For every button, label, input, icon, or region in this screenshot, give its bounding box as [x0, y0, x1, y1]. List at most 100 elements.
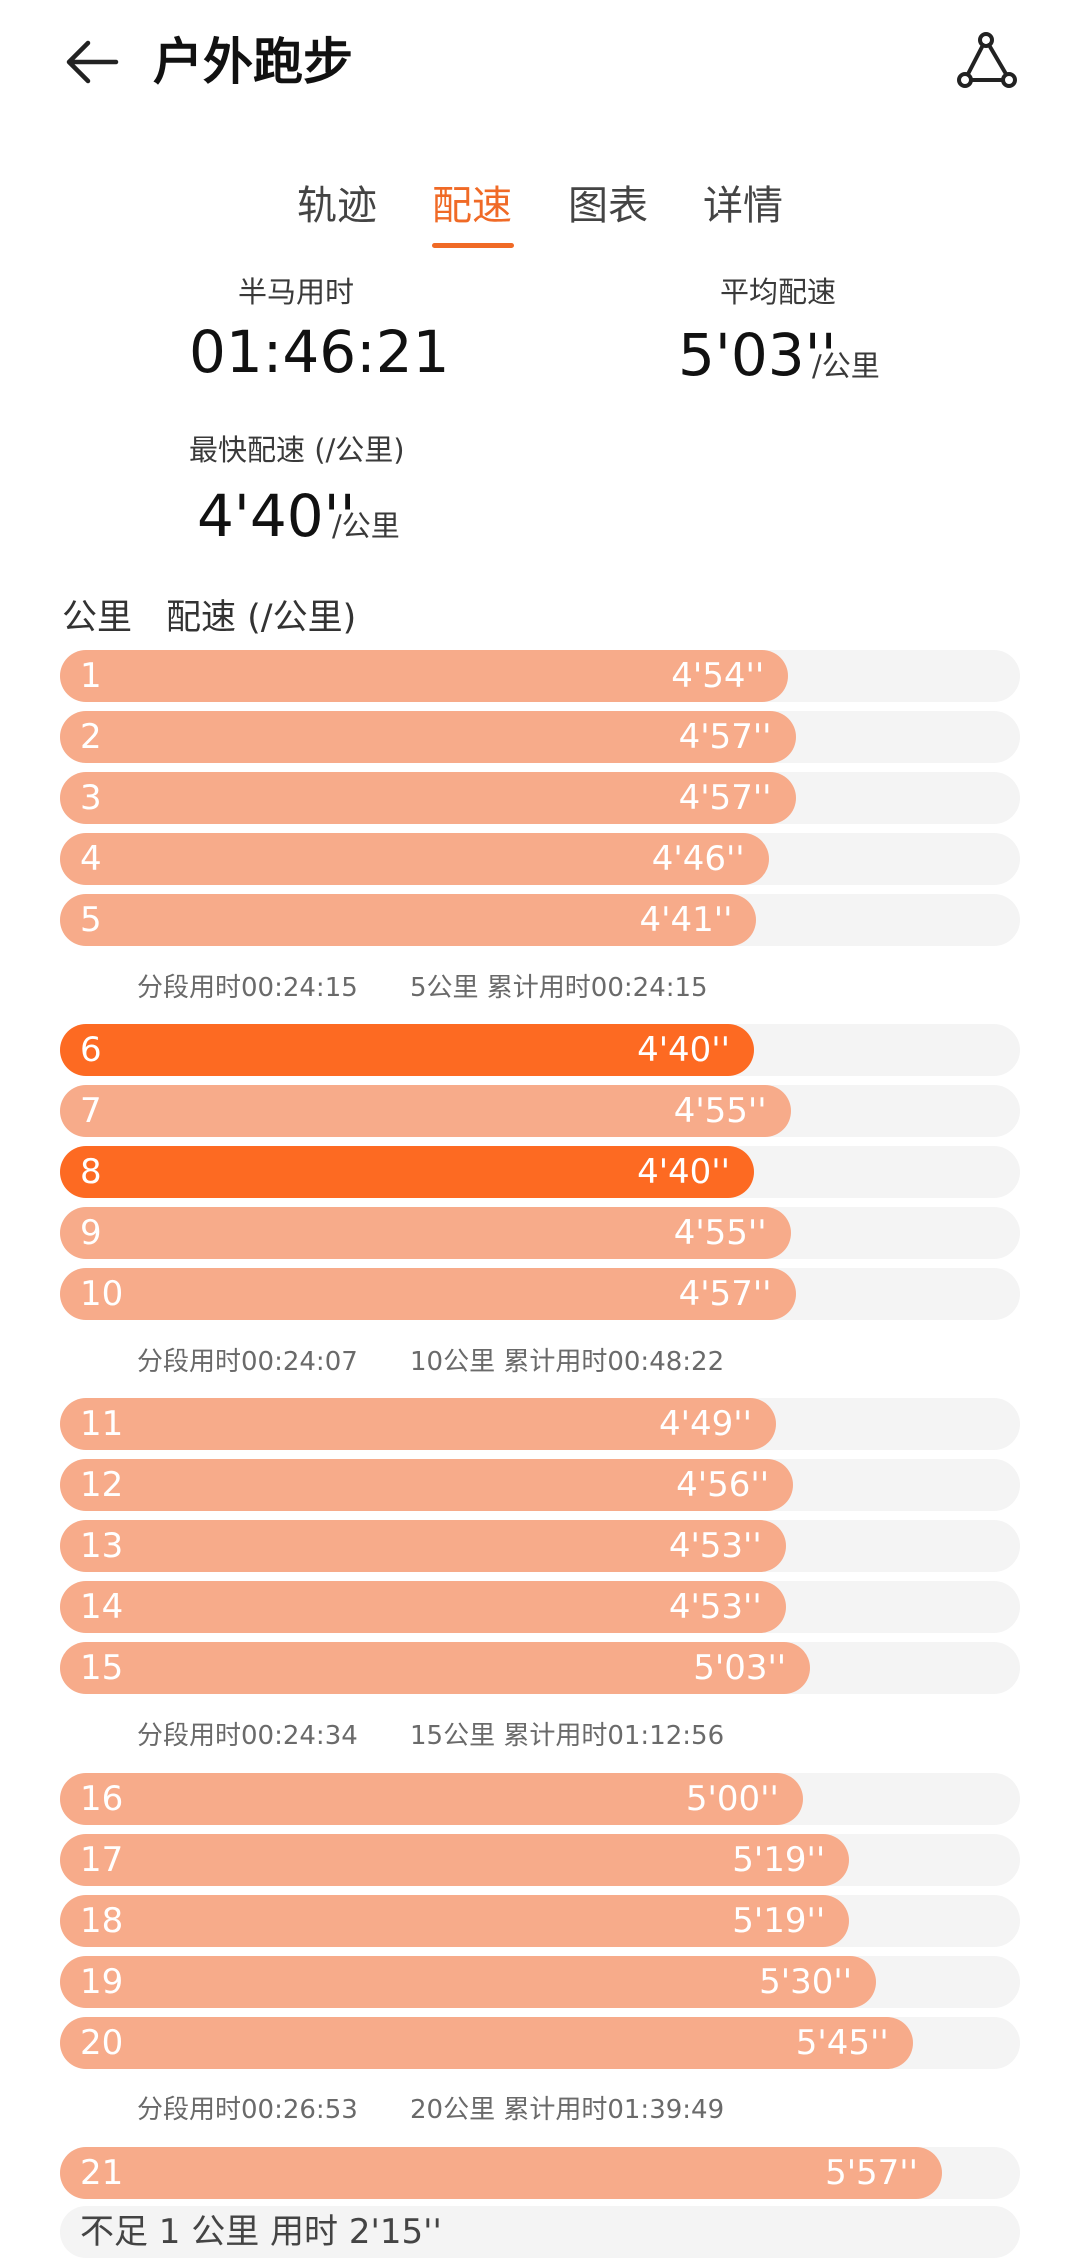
split-bar-fastest: [60, 1146, 754, 1198]
split-km: 16: [80, 1779, 124, 1819]
split-bar: [60, 711, 796, 763]
split-bar: [60, 1956, 877, 2008]
half-marathon-value: 01:46:21: [189, 318, 450, 386]
split-km: 10: [80, 1274, 124, 1314]
split-pace: 4'41'': [639, 900, 733, 940]
tab-details[interactable]: 详情: [703, 183, 783, 229]
split-bar: [60, 1459, 794, 1511]
split-bar: [60, 1642, 811, 1694]
segment-time: 分段用时00:24:34: [137, 1721, 358, 1751]
split-pace: 4'40'': [637, 1152, 730, 1192]
split-pace: 4'57'': [678, 717, 772, 757]
split-pace: 4'53'': [668, 1587, 762, 1627]
split-row: 13 4'53'': [60, 1520, 1020, 1572]
split-row: 20 5'45'': [60, 2017, 1020, 2069]
split-summary: 分段用时00:24:15 5公里 累计用时00:24:15: [137, 972, 708, 1004]
split-row: 14 4'53'': [60, 1581, 1020, 1633]
split-pace: 5'45'': [795, 2023, 889, 2063]
split-pace: 5'00'': [685, 1779, 779, 1819]
segment-time: 分段用时00:24:07: [137, 1347, 358, 1377]
split-row: 10 4'57'': [60, 1268, 1020, 1320]
split-row: 3 4'57'': [60, 772, 1020, 824]
split-pace: 5'19'': [732, 1901, 826, 1941]
split-pace: 4'54'': [671, 656, 765, 696]
split-km: 13: [80, 1526, 124, 1566]
split-km: 7: [80, 1091, 102, 1131]
split-bar-fastest: [60, 1024, 754, 1076]
split-pace: 4'55'': [673, 1091, 767, 1131]
split-bar: [60, 894, 757, 946]
tab-pace[interactable]: 配速: [432, 183, 512, 229]
remainder-text: 不足 1 公里 用时 2'15'': [80, 2212, 442, 2252]
km-column-header: 公里: [62, 598, 133, 638]
top-bar: 户外跑步: [0, 0, 1078, 130]
split-row: 5 4'41'': [60, 894, 1020, 946]
average-pace-value: 5'03'': [678, 321, 837, 389]
split-row: 4 4'46'': [60, 833, 1020, 885]
split-bar: [60, 1834, 850, 1886]
arrow-left-icon: [66, 40, 119, 84]
split-row: 8 4'40'': [60, 1146, 1020, 1198]
split-pace: 4'57'': [678, 1274, 772, 1314]
split-row: 19 5'30'': [60, 1956, 1020, 2008]
split-pace: 5'03'': [693, 1648, 787, 1688]
average-pace-label: 平均配速: [720, 275, 837, 309]
segment-time: 分段用时00:24:15: [137, 973, 358, 1003]
split-bar: [60, 1895, 850, 1947]
pace-column-header: 配速 (/公里): [166, 598, 357, 638]
split-row: 16 5'00'': [60, 1773, 1020, 1825]
split-row: 15 5'03'': [60, 1642, 1020, 1694]
split-pace: 4'57'': [678, 778, 772, 818]
split-km: 17: [80, 1840, 124, 1880]
split-km: 21: [80, 2153, 124, 2193]
split-km: 6: [80, 1030, 102, 1070]
tab-track[interactable]: 轨迹: [297, 183, 377, 229]
split-km: 1: [80, 656, 102, 696]
split-km: 4: [80, 839, 102, 879]
split-km: 18: [80, 1901, 124, 1941]
split-row: 11 4'49'': [60, 1398, 1020, 1450]
split-km: 2: [80, 717, 102, 757]
split-summary: 分段用时00:26:53 20公里 累计用时01:39:49: [137, 2094, 724, 2126]
remainder-row: 不足 1 公里 用时 2'15'': [60, 2206, 1020, 2258]
split-km: 5: [80, 900, 102, 940]
cumulative-time: 20公里 累计用时01:39:49: [410, 2095, 725, 2125]
split-row: 2 4'57'': [60, 711, 1020, 763]
route-share-icon: [957, 32, 1017, 88]
split-km: 9: [80, 1213, 102, 1253]
split-summary: 分段用时00:24:34 15公里 累计用时01:12:56: [137, 1720, 724, 1752]
split-km: 14: [80, 1587, 124, 1627]
split-bar: [60, 1773, 803, 1825]
fastest-pace-label: 最快配速 (/公里): [189, 433, 405, 467]
split-pace: 5'57'': [825, 2153, 918, 2193]
split-bar: [60, 1207, 791, 1259]
split-bar: [60, 1398, 776, 1450]
tab-chart[interactable]: 图表: [568, 183, 648, 229]
cumulative-time: 10公里 累计用时00:48:22: [410, 1347, 725, 1377]
split-pace: 4'40'': [637, 1030, 730, 1070]
page-title: 户外跑步: [153, 33, 353, 91]
split-km: 15: [80, 1648, 124, 1688]
split-pace: 4'53'': [668, 1526, 762, 1566]
split-row: 12 4'56'': [60, 1459, 1020, 1511]
split-km: 3: [80, 778, 102, 818]
split-row: 1 4'54'': [60, 650, 1020, 702]
active-tab-indicator: [432, 243, 514, 248]
split-bar: [60, 1268, 796, 1320]
split-pace: 4'55'': [673, 1213, 767, 1253]
fastest-pace-unit: /公里: [332, 509, 400, 543]
split-row: 9 4'55'': [60, 1207, 1020, 1259]
split-summary: 分段用时00:24:07 10公里 累计用时00:48:22: [137, 1346, 724, 1378]
average-pace-unit: /公里: [812, 349, 880, 383]
split-pace: 4'46'': [651, 839, 745, 879]
split-bar: [60, 1520, 786, 1572]
split-km: 11: [80, 1404, 124, 1444]
share-button[interactable]: [955, 30, 1019, 94]
half-marathon-label: 半马用时: [238, 275, 355, 309]
back-button[interactable]: [60, 30, 124, 94]
split-bar: [60, 1581, 786, 1633]
fastest-pace-value: 4'40'': [197, 482, 356, 550]
split-km: 8: [80, 1152, 102, 1192]
split-row: 18 5'19'': [60, 1895, 1020, 1947]
split-bar: [60, 650, 789, 702]
